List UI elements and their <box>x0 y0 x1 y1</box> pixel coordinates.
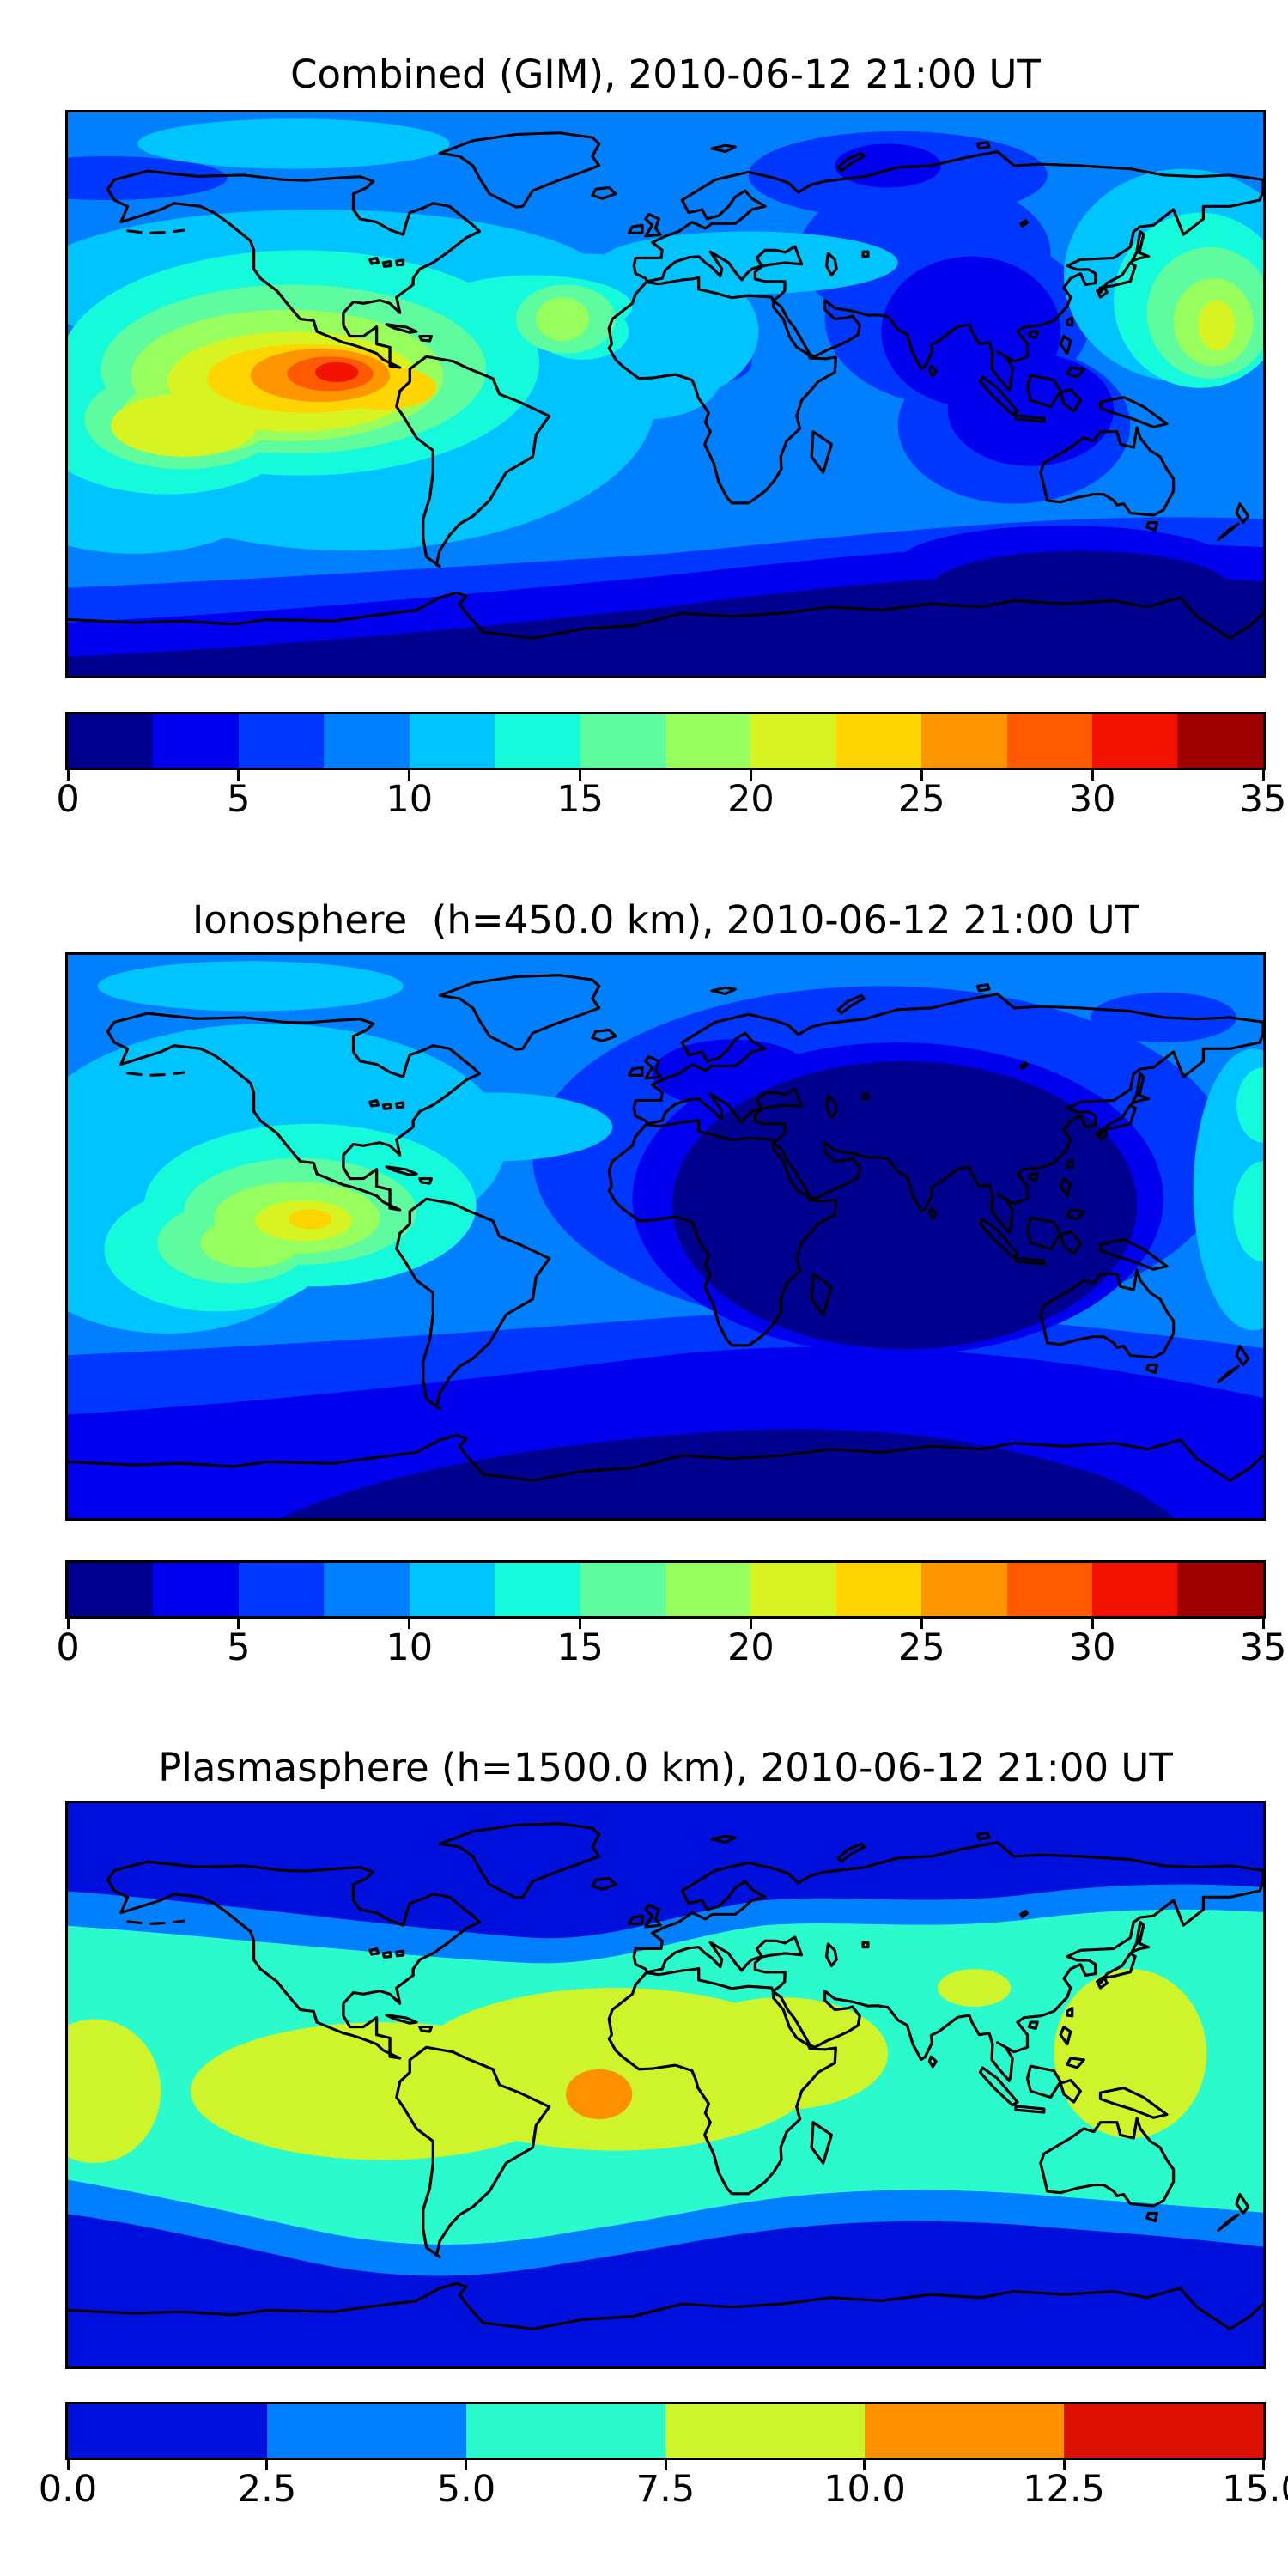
colorbar-segment <box>495 714 580 768</box>
colorbar-segment <box>665 2404 865 2458</box>
colorbar-segment <box>1177 714 1263 768</box>
colorbar-segment <box>68 1563 154 1616</box>
panel1-map-svg <box>68 112 1263 676</box>
panel3-colorbar: 0.0 2.5 5.0 7.5 10.0 12.5 15.0 <box>39 2402 1288 2510</box>
colorbar-tick <box>465 2458 468 2470</box>
colorbar-tick-label: 20 <box>727 1626 775 1669</box>
colorbar-segment <box>1177 1563 1263 1616</box>
colorbar-tick <box>265 2458 269 2470</box>
colorbar-segment <box>238 1563 325 1616</box>
colorbar-segment <box>1092 1563 1178 1616</box>
colorbar-tick <box>1091 768 1094 781</box>
colorbar-tick-label: 30 <box>1068 1626 1116 1669</box>
colorbar-segment <box>921 1563 1007 1616</box>
panel2-map <box>65 952 1266 1521</box>
colorbar-tick-label: 0 <box>56 778 80 821</box>
colorbar-segments <box>68 1563 1263 1616</box>
colorbar-tick <box>1261 2458 1265 2470</box>
colorbar-segment <box>665 714 751 768</box>
panel3-contour-bands <box>68 1803 1263 2366</box>
colorbar-tick <box>237 768 240 781</box>
colorbar-tick-label: 12.5 <box>1023 2468 1105 2511</box>
colorbar-segment <box>153 714 239 768</box>
colorbar-tick <box>1261 768 1265 781</box>
colorbar-tick-label: 10 <box>386 778 434 821</box>
panel3-map-svg <box>68 1803 1263 2366</box>
colorbar-tick <box>1091 1616 1094 1629</box>
colorbar-tick <box>408 768 411 781</box>
colorbar-segment <box>324 1563 410 1616</box>
colorbar-segment <box>865 2404 1064 2458</box>
colorbar-segment <box>921 714 1007 768</box>
colorbar-tick-label: 10.0 <box>823 2468 906 2511</box>
colorbar-segment <box>68 714 154 768</box>
colorbar-tick-label: 15 <box>556 1626 604 1669</box>
colorbar-tick-label: 2.5 <box>237 2468 297 2511</box>
colorbar-segment <box>750 1563 836 1616</box>
colorbar-segment <box>1092 714 1178 768</box>
panel2-colorbar: 0 5 10 15 20 25 30 35 <box>56 1560 1286 1668</box>
colorbar-segment <box>1064 2404 1263 2458</box>
colorbar-tick <box>920 768 923 781</box>
colorbar-tick <box>664 2458 667 2470</box>
panel3-title: Plasmasphere (h=1500.0 km), 2010-06-12 2… <box>158 1745 1173 1790</box>
panel2-contour-bands <box>68 955 1263 1518</box>
colorbar-tick-label: 25 <box>897 1626 945 1669</box>
panel1-contour-bands <box>68 112 1263 676</box>
colorbar-segment <box>1006 714 1093 768</box>
colorbar-segment <box>267 2404 466 2458</box>
colorbar-tick <box>66 2458 70 2470</box>
colorbar-tick <box>579 1616 582 1629</box>
colorbar-segment <box>324 714 410 768</box>
colorbar-tick-label: 0.0 <box>38 2468 98 2511</box>
colorbar-tick-label: 30 <box>1068 778 1116 821</box>
colorbar-tick-label: 0 <box>56 1626 80 1669</box>
colorbar-segments <box>68 714 1263 768</box>
colorbar-tick <box>749 768 752 781</box>
colorbar-segment <box>835 714 922 768</box>
colorbar-segment <box>580 1563 665 1616</box>
colorbar-segment <box>580 714 665 768</box>
colorbar-segment <box>68 2404 267 2458</box>
colorbar-tick <box>749 1616 752 1629</box>
colorbar-tick-label: 5 <box>227 1626 251 1669</box>
colorbar-tick <box>66 1616 70 1629</box>
colorbar-segment <box>409 714 495 768</box>
colorbar-segment <box>238 714 325 768</box>
colorbar-tick <box>66 768 70 781</box>
panel1-map <box>65 110 1266 678</box>
colorbar-tick-label: 25 <box>897 778 945 821</box>
panel2-map-svg <box>68 955 1263 1518</box>
colorbar-tick <box>863 2458 866 2470</box>
colorbar-segment <box>835 1563 922 1616</box>
colorbar-segments <box>68 2404 1263 2458</box>
colorbar-segment <box>1006 1563 1093 1616</box>
colorbar-tick-label: 10 <box>386 1626 434 1669</box>
colorbar-tick <box>920 1616 923 1629</box>
colorbar-tick-label: 20 <box>727 778 775 821</box>
colorbar-tick <box>1261 1616 1265 1629</box>
colorbar-tick-label: 15 <box>556 778 604 821</box>
colorbar-tick-label: 15.0 <box>1222 2468 1288 2511</box>
colorbar-segment <box>466 2404 665 2458</box>
colorbar-tick-label: 7.5 <box>635 2468 696 2511</box>
panel3-map <box>65 1801 1266 2369</box>
panel1-title: Combined (GIM), 2010-06-12 21:00 UT <box>290 52 1041 97</box>
panel2-title: Ionosphere (h=450.0 km), 2010-06-12 21:0… <box>191 897 1139 943</box>
panel1-colorbar: 0 5 10 15 20 25 30 35 <box>56 712 1286 820</box>
colorbar-tick <box>237 1616 240 1629</box>
colorbar-tick-label: 35 <box>1239 778 1287 821</box>
colorbar-tick-label: 35 <box>1239 1626 1287 1669</box>
colorbar-tick <box>1062 2458 1066 2470</box>
colorbar-segment <box>495 1563 580 1616</box>
colorbar-tick <box>579 768 582 781</box>
colorbar-tick-label: 5 <box>227 778 251 821</box>
colorbar-segment <box>665 1563 751 1616</box>
colorbar-tick-label: 5.0 <box>436 2468 496 2511</box>
colorbar-tick <box>408 1616 411 1629</box>
colorbar-segment <box>153 1563 239 1616</box>
colorbar-segment <box>750 714 836 768</box>
colorbar-segment <box>409 1563 495 1616</box>
